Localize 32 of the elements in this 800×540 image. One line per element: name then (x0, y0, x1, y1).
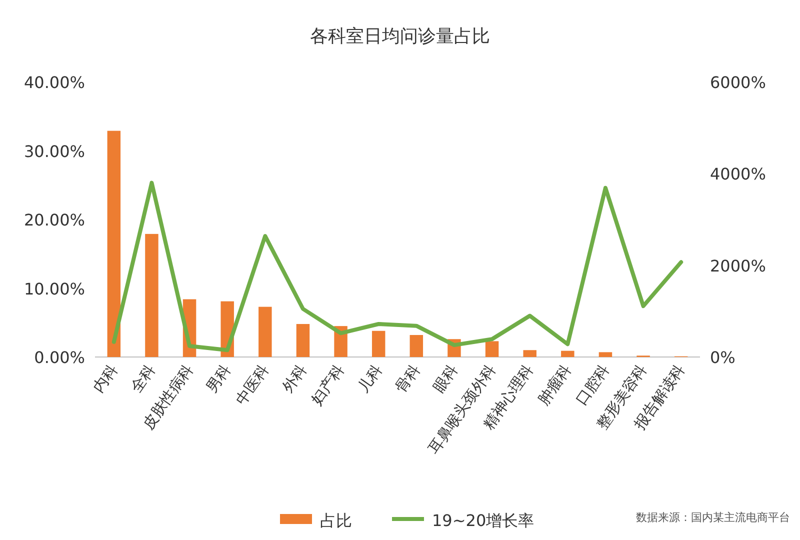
bar (107, 130, 121, 357)
bar (145, 234, 158, 357)
x-tick-label: 骨科 (392, 360, 424, 396)
bar (598, 352, 612, 357)
y-tick-label: 20.00% (24, 210, 85, 230)
line-series (112, 180, 684, 352)
x-tick-label: 妇产科 (308, 360, 348, 408)
y-tick-label: 10.00% (24, 279, 85, 298)
x-tick-label: 外科 (278, 360, 310, 396)
y-tick-label: 0.00% (34, 348, 85, 367)
y2-tick-label: 6000% (710, 73, 766, 92)
x-tick-label: 眼科 (430, 360, 462, 396)
y-tick-label: 40.00% (24, 73, 85, 92)
bar (410, 335, 424, 357)
x-tick-label: 儿科 (354, 360, 386, 396)
x-tick-label: 全科 (127, 360, 159, 396)
bar (258, 306, 272, 357)
bar (485, 341, 499, 357)
y2-tick-label: 2000% (710, 256, 766, 276)
y2-tick-label: 4000% (710, 164, 766, 184)
legend-label: 占比 (320, 511, 352, 530)
x-tick-label: 肿瘤科 (534, 360, 575, 408)
chart-title: 各科室日均问诊量占比 (310, 26, 490, 47)
x-tick-label: 内科 (89, 360, 122, 396)
y-tick-label: 30.00% (24, 142, 85, 161)
y2-tick-label: 0% (710, 348, 736, 367)
bar (523, 350, 536, 357)
bar (296, 324, 310, 357)
bar (372, 330, 386, 357)
source-note: 数据来源：国内某主流电商平台 (636, 511, 790, 524)
bar (561, 350, 574, 357)
legend-label: 19~20增长率 (432, 511, 534, 530)
